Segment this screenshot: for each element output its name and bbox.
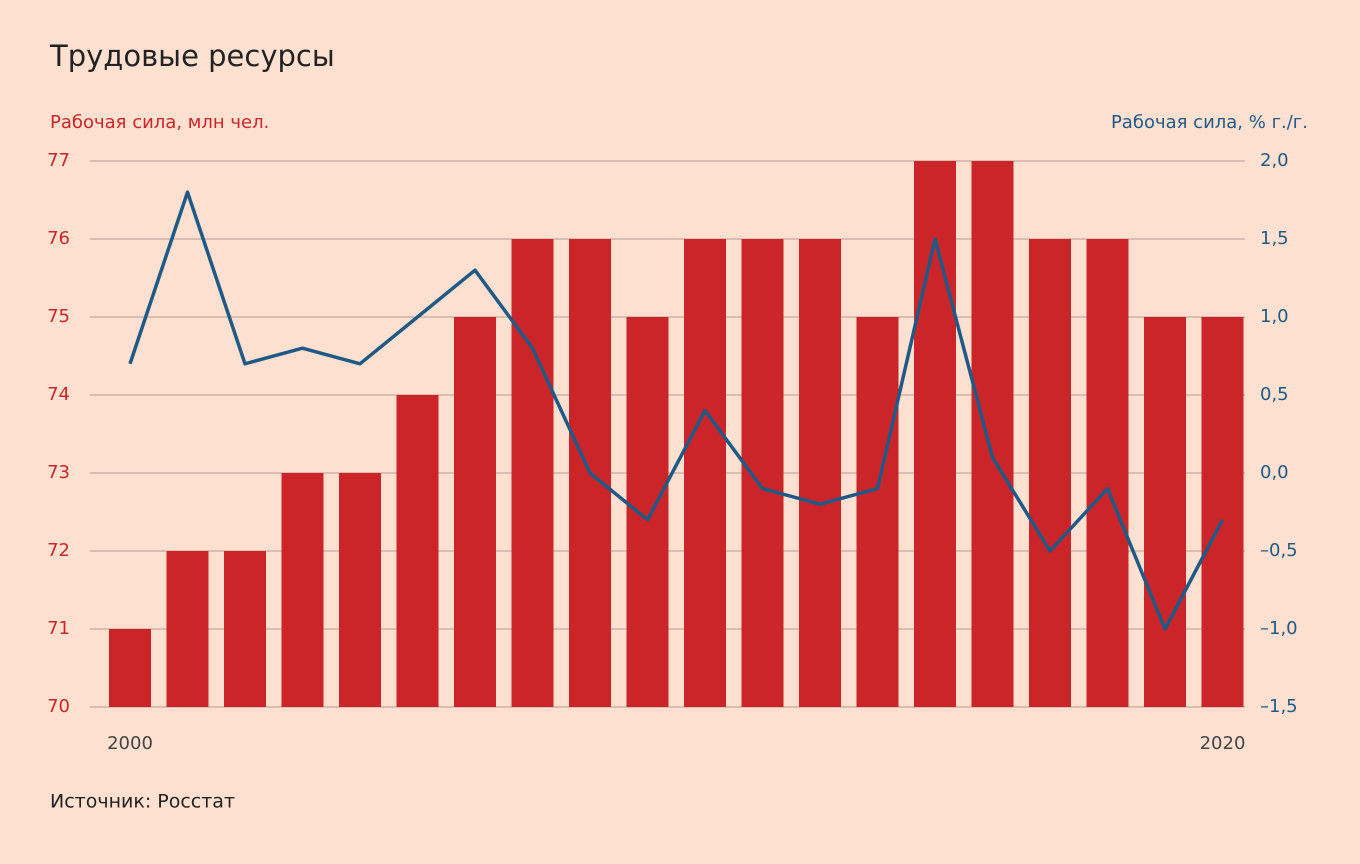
y2-tick-label: 1,5 (1260, 228, 1289, 249)
y-tick-label: 74 (47, 384, 70, 405)
chart-title: Трудовые ресурсы (49, 39, 335, 73)
bar (626, 317, 669, 707)
bar (971, 161, 1014, 707)
y2-tick-label: 0,5 (1260, 384, 1289, 405)
y-tick-label: 73 (47, 462, 70, 483)
y-axis-label: Рабочая сила, млн чел. (50, 112, 269, 133)
bar (339, 473, 381, 707)
bar (856, 317, 899, 707)
bar (1029, 239, 1071, 707)
y2-tick-label: 2,0 (1260, 150, 1289, 171)
y-tick-label: 71 (47, 618, 70, 639)
y2-tick-label: –1,5 (1260, 696, 1298, 717)
bar (1144, 317, 1186, 707)
bar (799, 239, 841, 707)
bar (281, 473, 324, 707)
x-tick-label: 2020 (1200, 733, 1246, 754)
y-tick-label: 70 (47, 696, 70, 717)
bar (224, 551, 266, 707)
y2-tick-label: –1,0 (1260, 618, 1298, 639)
y-tick-label: 72 (47, 540, 70, 561)
bar (684, 239, 726, 707)
bar (166, 551, 209, 707)
bar (1201, 317, 1244, 707)
y2-tick-label: 0,0 (1260, 462, 1289, 483)
y2-tick-label: –0,5 (1260, 540, 1298, 561)
bar (396, 395, 439, 707)
bar (914, 161, 956, 707)
bar (511, 239, 554, 707)
y2-tick-label: 1,0 (1260, 306, 1289, 327)
bar (454, 317, 496, 707)
bar (1086, 239, 1129, 707)
y-tick-label: 75 (47, 306, 70, 327)
line (128, 190, 1225, 631)
y-tick-label: 76 (47, 228, 70, 249)
x-tick-label: 2000 (107, 733, 153, 754)
y-tick-label: 77 (47, 150, 70, 171)
y2-axis-label: Рабочая сила, % г./г. (1111, 112, 1308, 133)
bar (741, 239, 784, 707)
bar (109, 629, 151, 707)
source: Источник: Росстат (50, 791, 235, 813)
